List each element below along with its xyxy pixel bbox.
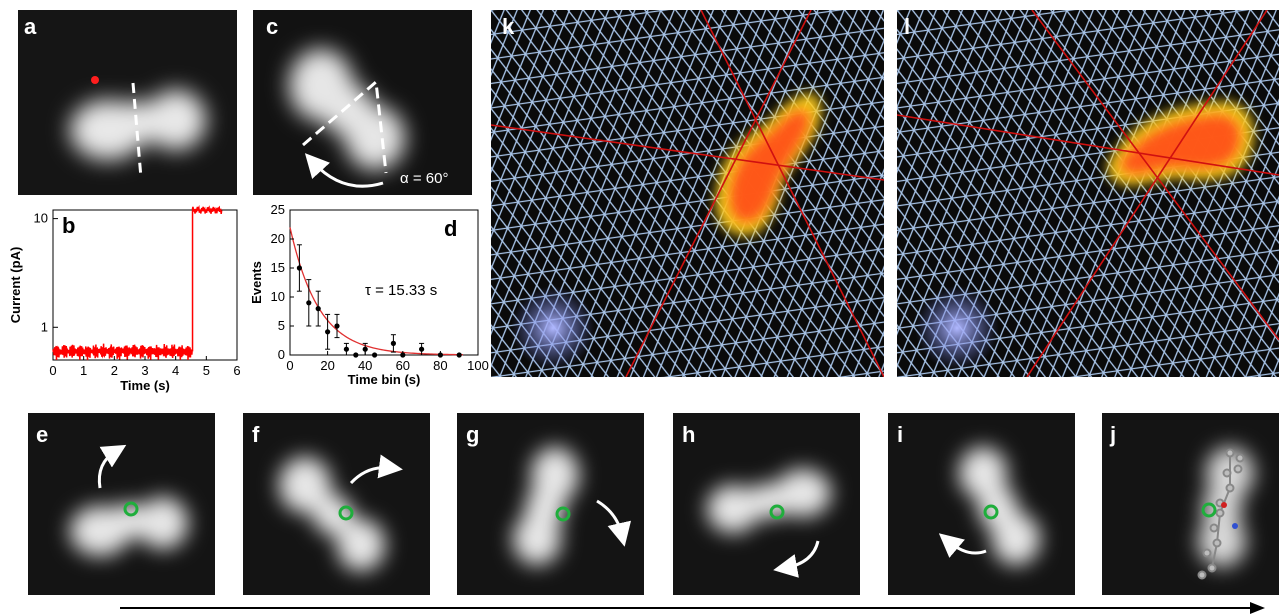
y-tick-label: 1	[41, 319, 48, 334]
x-tick-label: 40	[358, 358, 372, 373]
panel-label-f: f	[252, 422, 260, 447]
angle-annotation: α = 60°	[400, 170, 449, 187]
panel-label-h: h	[682, 422, 696, 447]
stm-image-g	[457, 413, 644, 595]
x-tick-label: 0	[49, 363, 56, 378]
x-tick-label: 1	[80, 363, 87, 378]
data-point	[306, 300, 312, 306]
rotation-arrow	[97, 444, 127, 489]
data-point	[315, 306, 321, 312]
y-tick-label: 25	[271, 202, 285, 217]
panel-label-e: e	[36, 422, 49, 447]
x-tick-label: 3	[141, 363, 148, 378]
current-trace-line	[52, 204, 223, 361]
rotation-arrow	[596, 499, 632, 547]
pivot-marker	[123, 501, 139, 517]
reference-blob	[511, 286, 595, 370]
data-point	[456, 352, 462, 358]
data-point	[334, 323, 340, 329]
x-tick-label: 60	[396, 358, 410, 373]
angle-dashed-lines	[302, 79, 388, 174]
data-point	[419, 346, 425, 352]
lattice-model-k	[491, 10, 884, 377]
data-point	[372, 352, 378, 358]
stm-image-c	[253, 10, 472, 195]
x-tick-label: 4	[172, 363, 179, 378]
data-point	[343, 346, 349, 352]
lattice-model-l	[897, 10, 1279, 377]
data-point	[353, 352, 359, 358]
sequence-arrow	[120, 602, 1265, 614]
tip-position-dot	[91, 76, 99, 84]
rotation-arrow	[938, 533, 987, 558]
x-tick-label: 0	[286, 358, 293, 373]
rotation-arrow	[304, 153, 384, 188]
panel-label-k: k	[502, 14, 515, 39]
lattice-axes	[491, 10, 884, 377]
event-histogram-chart: 0 20 40 60 80 100 0 5 10 15 20 25 Time bin (s) Events	[245, 200, 490, 405]
pivot-marker	[983, 504, 999, 520]
current-trace-chart: 0 1 2 3 4 5 6 1 10 Time (s) Current (pA)	[0, 200, 245, 405]
plot-frame	[289, 209, 479, 356]
panel-label-a: a	[24, 14, 37, 39]
panel-label-g: g	[466, 422, 480, 447]
panel-label-l: l	[904, 14, 911, 39]
panel-label-d: d	[444, 216, 458, 241]
x-axis-label: Time bin (s)	[348, 372, 421, 387]
y-tick-label: 15	[271, 260, 285, 275]
y-axis-label: Events	[249, 261, 264, 304]
molecular-structure-model	[1197, 448, 1245, 580]
stm-image-f	[243, 413, 430, 595]
panel-label-b: b	[62, 213, 76, 238]
y-tick-label: 20	[271, 231, 285, 246]
x-axis-label: Time (s)	[120, 378, 170, 393]
x-tick-label: 2	[111, 363, 118, 378]
x-tick-label: 20	[320, 358, 334, 373]
pivot-marker	[769, 504, 785, 520]
data-point	[325, 329, 331, 335]
panel-label-i: i	[897, 422, 904, 447]
stm-image-i	[888, 413, 1075, 595]
tau-annotation: τ = 15.33 s	[365, 282, 438, 299]
x-tick-label: 100	[467, 358, 489, 373]
stm-image-e	[28, 413, 215, 595]
pivot-marker	[338, 505, 354, 521]
y-tick-label: 5	[278, 318, 285, 333]
y-tick-label: 10	[34, 211, 48, 226]
pivot-marker	[1201, 502, 1217, 518]
panel-label-c: c	[266, 14, 279, 39]
data-point	[362, 346, 368, 352]
data-point	[296, 265, 302, 271]
pivot-marker	[555, 506, 571, 522]
x-tick-label: 80	[433, 358, 447, 373]
y-axis-label: Current (pA)	[8, 247, 23, 324]
y-tick-label: 10	[271, 289, 285, 304]
x-tick-label: 5	[203, 363, 210, 378]
data-point	[390, 340, 396, 346]
x-tick-label: 6	[233, 363, 240, 378]
plot-frame	[52, 209, 238, 361]
lattice-axes	[897, 10, 1279, 377]
y-tick-label: 0	[278, 347, 285, 362]
rotation-arrow	[773, 540, 820, 578]
panel-label-j: j	[1110, 422, 1117, 447]
stm-image-a	[18, 10, 237, 195]
stm-image-h	[673, 413, 860, 595]
reference-blob	[915, 286, 999, 370]
rotation-arrow	[349, 454, 403, 485]
stm-image-j	[1102, 413, 1279, 595]
